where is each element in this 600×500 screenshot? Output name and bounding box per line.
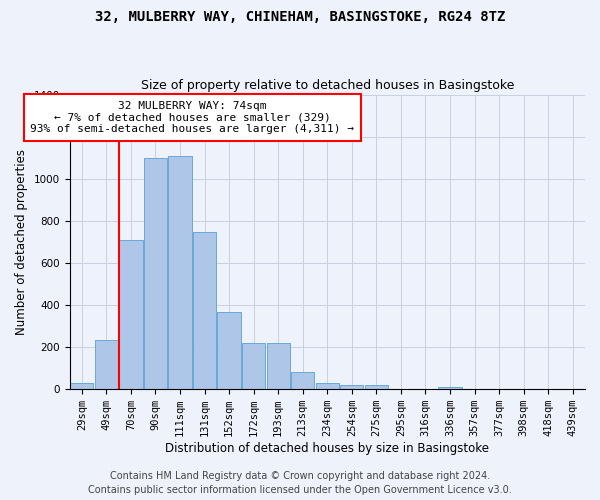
- Bar: [144, 158, 167, 389]
- Bar: [169, 156, 191, 389]
- Bar: [316, 383, 339, 389]
- Bar: [340, 385, 364, 389]
- Bar: [193, 232, 216, 389]
- Text: 32 MULBERRY WAY: 74sqm
← 7% of detached houses are smaller (329)
93% of semi-det: 32 MULBERRY WAY: 74sqm ← 7% of detached …: [30, 101, 354, 134]
- Bar: [217, 312, 241, 389]
- Bar: [242, 343, 265, 389]
- Y-axis label: Number of detached properties: Number of detached properties: [15, 149, 28, 335]
- Bar: [266, 343, 290, 389]
- Bar: [70, 383, 94, 389]
- Bar: [291, 372, 314, 389]
- Title: Size of property relative to detached houses in Basingstoke: Size of property relative to detached ho…: [140, 79, 514, 92]
- Bar: [365, 386, 388, 389]
- Bar: [95, 340, 118, 389]
- Text: Contains HM Land Registry data © Crown copyright and database right 2024.
Contai: Contains HM Land Registry data © Crown c…: [88, 471, 512, 495]
- X-axis label: Distribution of detached houses by size in Basingstoke: Distribution of detached houses by size …: [165, 442, 489, 455]
- Bar: [439, 387, 461, 389]
- Bar: [119, 240, 143, 389]
- Text: 32, MULBERRY WAY, CHINEHAM, BASINGSTOKE, RG24 8TZ: 32, MULBERRY WAY, CHINEHAM, BASINGSTOKE,…: [95, 10, 505, 24]
